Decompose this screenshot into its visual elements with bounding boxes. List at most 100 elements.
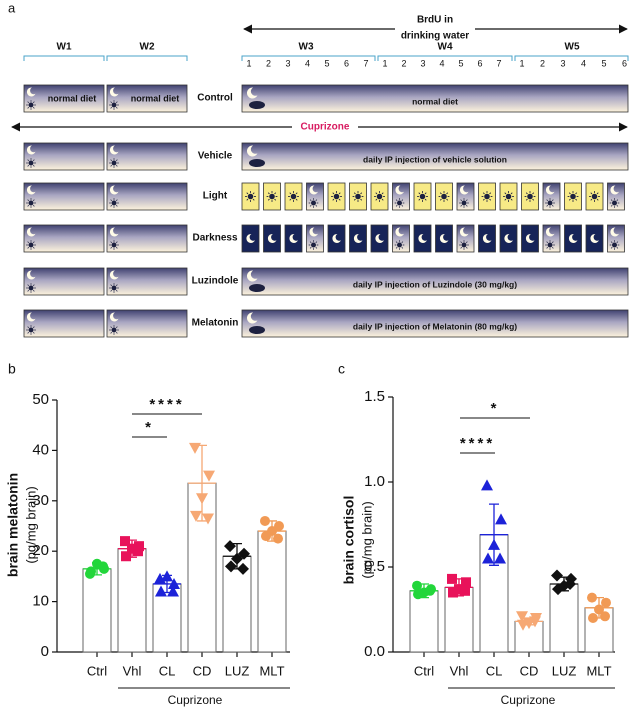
data-point: [588, 613, 598, 623]
x-tick-label: Vhl: [450, 663, 469, 678]
dark-box: [564, 224, 582, 253]
y-tick-label: 0.5: [364, 558, 385, 575]
day-label: 1: [382, 58, 387, 68]
diet-box: [106, 182, 188, 211]
data-point: [273, 533, 283, 544]
dark-box: [349, 224, 367, 253]
day-label: 7: [363, 58, 368, 68]
week-label: W1: [57, 42, 72, 53]
data-point: [412, 580, 422, 591]
treatment-bar: [241, 142, 629, 171]
y-axis-title: brain cortisol: [341, 496, 357, 585]
cuprizone-label: Cuprizone: [301, 122, 350, 133]
sun-icon: [249, 101, 265, 109]
week-bracket: [514, 55, 629, 61]
day-label: 1: [519, 58, 524, 68]
bar-text: daily IP injection of Melatonin (80 mg/k…: [353, 321, 517, 331]
dark-box: [478, 224, 496, 253]
data-point: [155, 585, 167, 597]
diet-box: [306, 182, 324, 211]
row-label: Control: [197, 93, 233, 104]
box-text: normal diet: [131, 93, 180, 103]
bar: [257, 530, 287, 653]
data-point: [189, 442, 201, 454]
row-label: Darkness: [192, 233, 237, 244]
data-point: [203, 470, 215, 482]
x-tick-label: CD: [520, 663, 539, 678]
bar: [549, 583, 579, 653]
data-point: [202, 513, 214, 525]
treatment-bar: [241, 84, 629, 113]
diet-box: [23, 309, 105, 338]
sun-icon: [308, 197, 319, 209]
brdu-label: BrdU in: [417, 15, 453, 26]
sun-icon: [25, 324, 37, 336]
error-bar: [153, 574, 181, 594]
sun-icon: [249, 284, 265, 292]
day-label: 3: [285, 58, 290, 68]
data-point: [482, 552, 494, 564]
diet-box: [306, 224, 324, 253]
day-label: 2: [401, 58, 406, 68]
dark-box: [499, 224, 518, 253]
sun-icon: [544, 239, 556, 251]
bar: [222, 555, 252, 653]
data-point: [552, 583, 564, 596]
data-point: [224, 540, 236, 553]
diet-box: [106, 84, 188, 113]
sun-icon: [308, 239, 319, 251]
error-bar: [258, 520, 286, 542]
diet-box: [542, 182, 561, 211]
x-tick-label: Ctrl: [87, 663, 107, 678]
day-label: 2: [266, 58, 271, 68]
dark-box: [435, 224, 453, 253]
data-point: [190, 510, 202, 522]
row-label: Vehicle: [198, 151, 233, 162]
dark-box: [327, 224, 346, 253]
data-point: [517, 619, 529, 631]
box-text: normal diet: [48, 93, 97, 103]
group-label: Cuprizone: [501, 693, 556, 707]
data-point: [551, 569, 563, 582]
data-point: [461, 577, 471, 588]
week-label: W5: [565, 42, 580, 53]
diet-box: [23, 142, 105, 171]
y-tick-label: 30: [32, 492, 49, 509]
dark-box: [585, 224, 604, 253]
data-point: [413, 589, 423, 600]
data-point: [481, 479, 493, 491]
sun-icon: [394, 197, 405, 209]
y-tick-label: 0.0: [364, 643, 385, 660]
label-bg: [395, 13, 475, 45]
data-point: [495, 513, 507, 525]
dark-box: [284, 224, 303, 253]
bar: [479, 534, 509, 653]
sun-icon: [244, 190, 257, 203]
error-bar: [410, 583, 438, 599]
label-bg: [292, 119, 358, 135]
error-bar: [223, 542, 251, 570]
significance-label: *: [491, 400, 500, 417]
day-label: 6: [622, 58, 627, 68]
bar: [117, 548, 147, 653]
data-point: [121, 551, 131, 562]
diet-box: [23, 84, 105, 113]
diet-box: [23, 267, 105, 296]
dark-box: [413, 224, 432, 253]
error-bar: [118, 539, 146, 558]
week-label: W3: [299, 42, 314, 53]
sun-icon: [394, 239, 405, 251]
diet-box: [106, 224, 188, 253]
bar-text: daily IP injection of Luzindole (30 mg/k…: [353, 279, 517, 289]
error-bar: [83, 562, 111, 576]
sun-icon: [249, 326, 265, 334]
day-label: 4: [439, 58, 444, 68]
sun-icon: [287, 190, 300, 203]
row-label: Luzindole: [192, 276, 239, 287]
week-label: W4: [438, 42, 453, 53]
bar: [444, 586, 474, 653]
x-tick-label: CL: [486, 663, 503, 678]
sun-icon: [25, 282, 37, 294]
day-label: 5: [601, 58, 606, 68]
